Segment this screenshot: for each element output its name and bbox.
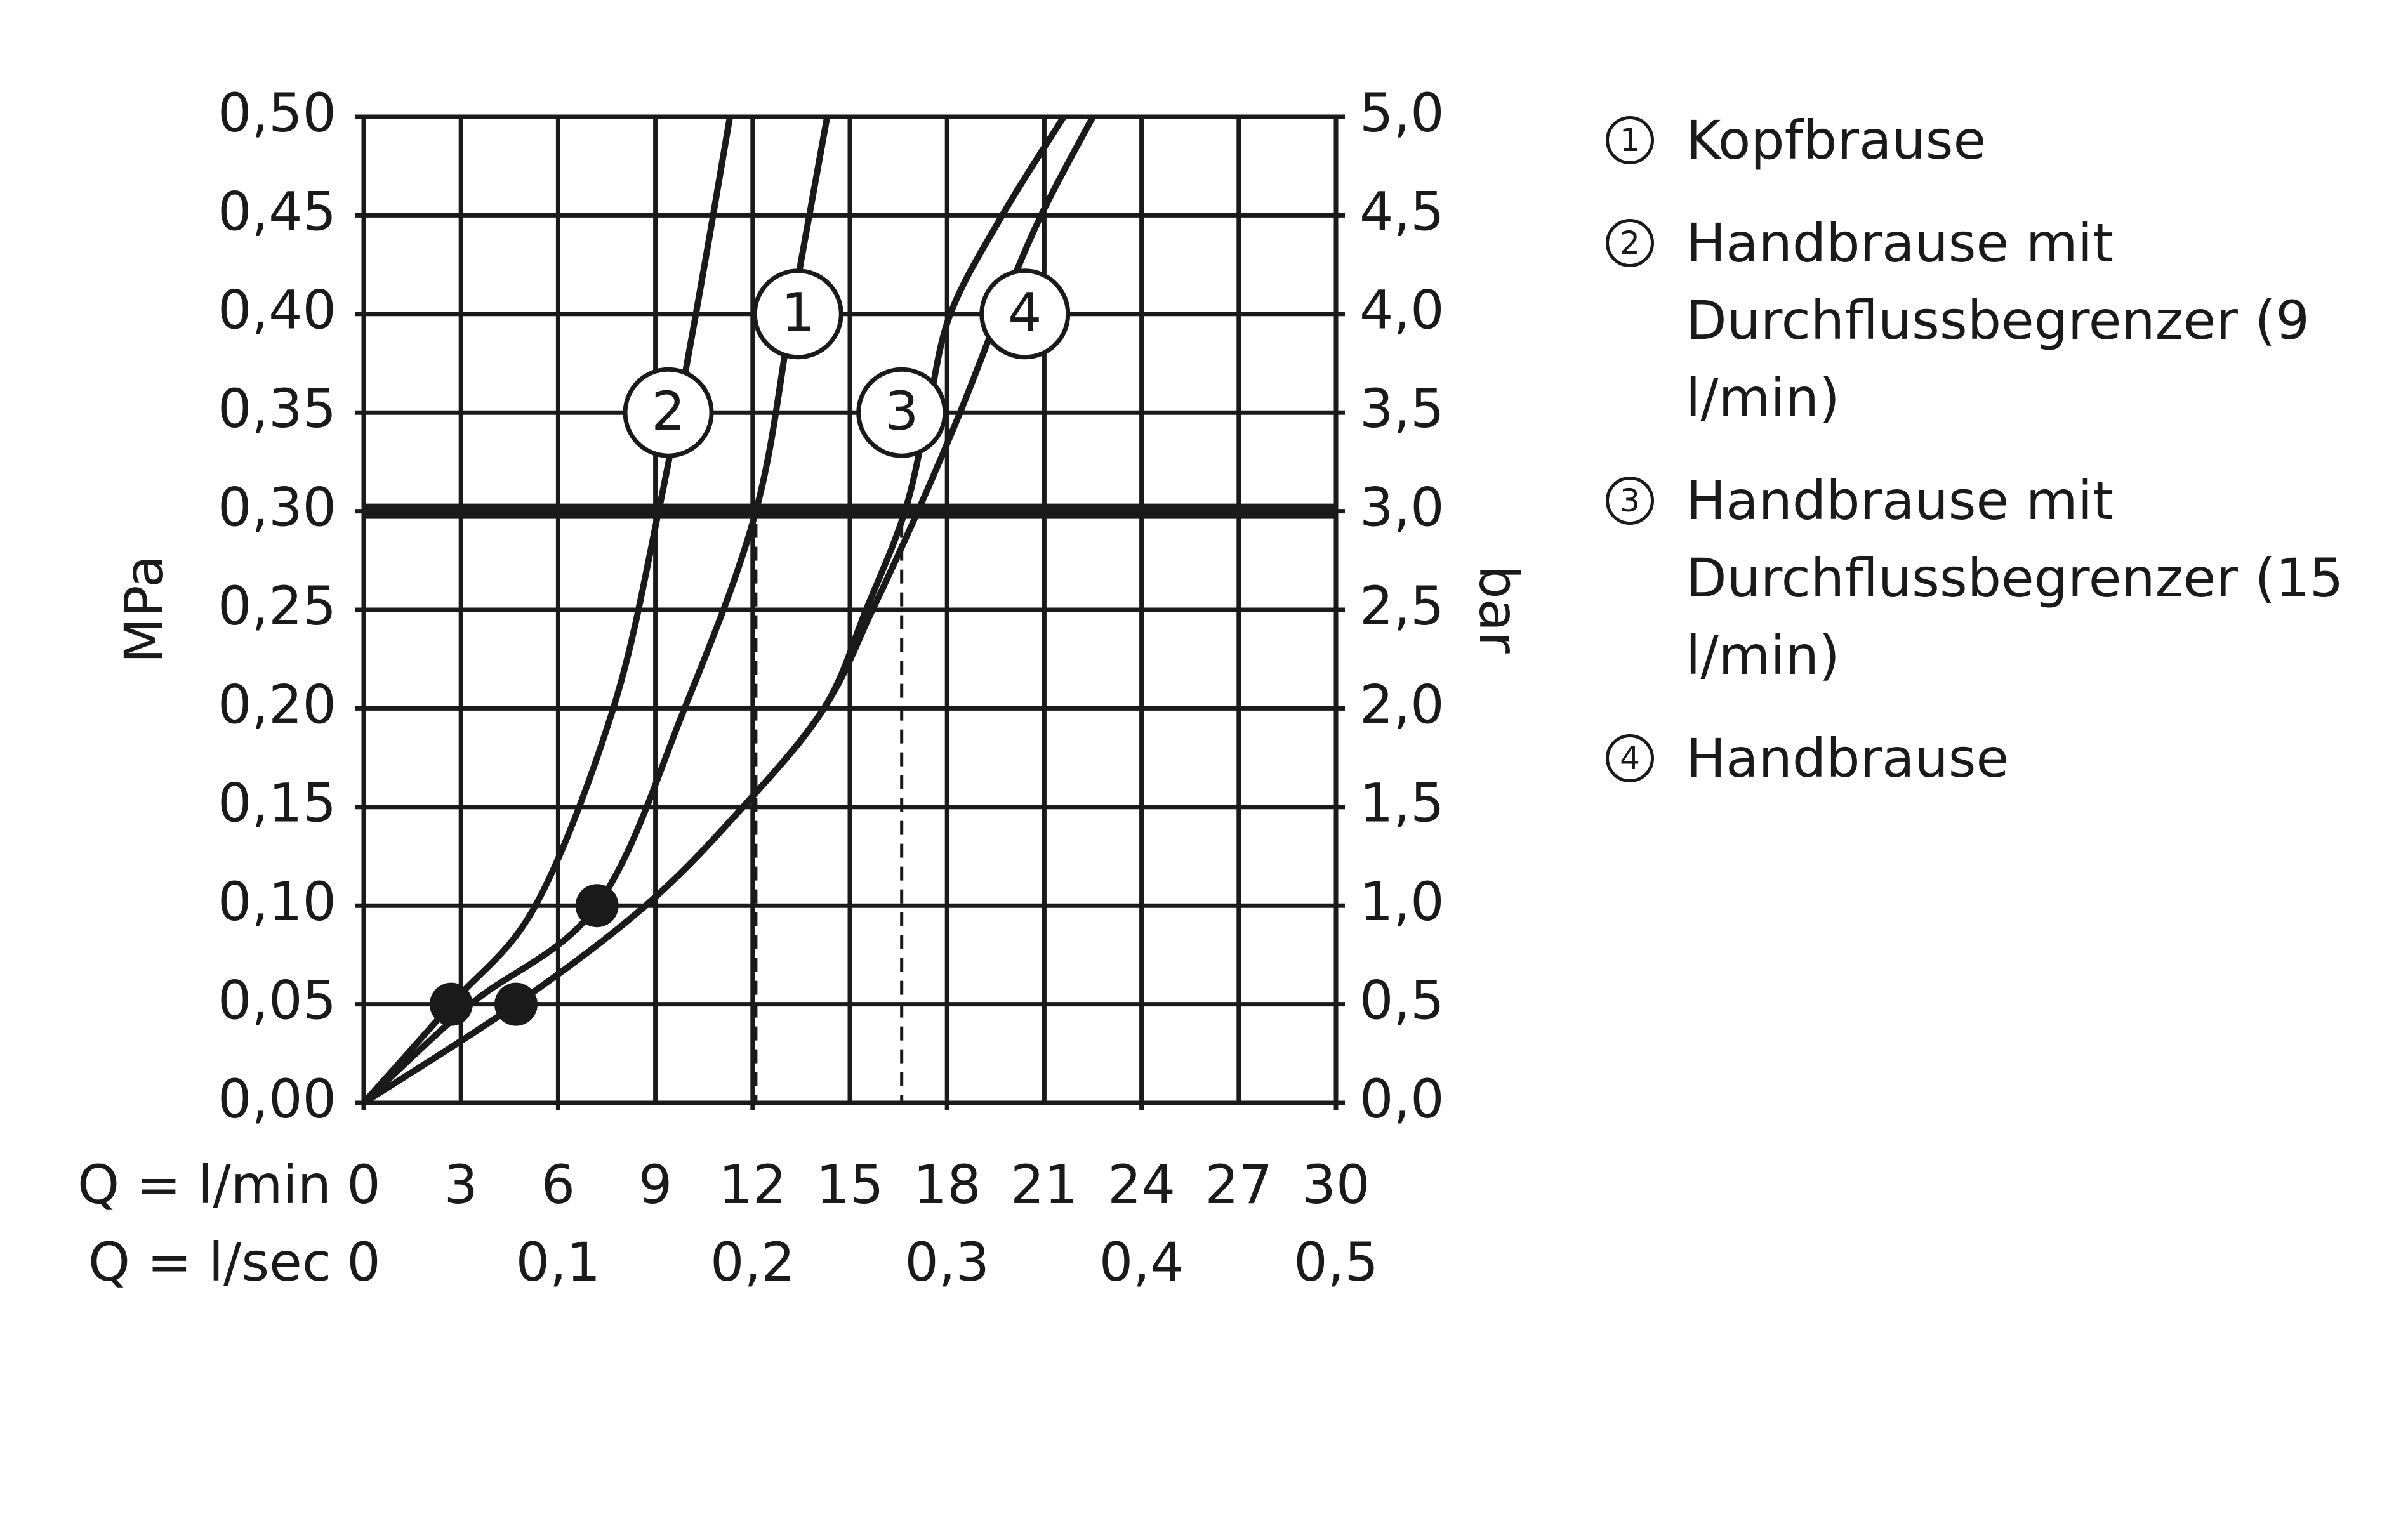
x-tick-label: 6 — [541, 1154, 575, 1216]
curve-callout-label: 2 — [651, 380, 685, 442]
y2-tick-label: 1,5 — [1359, 772, 1445, 834]
x-tick-label: 9 — [638, 1154, 672, 1216]
y2-tick-label: 2,0 — [1359, 673, 1445, 735]
x2-tick-label: 0,5 — [1293, 1231, 1379, 1293]
curve-callout — [623, 367, 714, 458]
x-tick-label: 3 — [444, 1154, 477, 1216]
x-tick-label: 18 — [913, 1154, 981, 1216]
curve-callout — [856, 367, 948, 458]
legend-item: 4 Handbrause — [1606, 720, 2380, 797]
y2-tick-label: 0,5 — [1359, 970, 1445, 1032]
y2-tick-label: 1,0 — [1359, 871, 1445, 933]
curve-dot — [575, 884, 619, 928]
x2-tick-label: 0,3 — [904, 1231, 989, 1293]
x-axis-label: Q = l/min — [77, 1154, 331, 1216]
legend-label: Handbrause — [1686, 727, 2009, 789]
y2-tick-label: 5,0 — [1359, 82, 1445, 144]
y-tick-label: 0,50 — [218, 82, 336, 144]
y2-tick-label: 4,0 — [1359, 279, 1445, 341]
curve-dot — [429, 982, 473, 1026]
y-tick-label: 0,15 — [218, 772, 336, 834]
x-tick-label: 24 — [1108, 1154, 1175, 1216]
legend-label: Kopfbrause — [1686, 109, 1987, 171]
x-tick-label: 21 — [1010, 1154, 1078, 1216]
chart: 0 3 6 9 12 15 18 21 24 27 300 0,1 0,2 0,3 0,4 0,50,000,… — [77, 82, 1530, 1293]
y-axis-label: MPa — [113, 555, 175, 664]
legend-label: Handbrause mit Durchflussbegrenzer (15 l… — [1686, 470, 2344, 687]
y-tick-label: 0,05 — [218, 970, 336, 1032]
curve-callout-label: 4 — [1008, 282, 1042, 344]
y-tick-label: 0,30 — [218, 477, 336, 539]
curve-callout-label: 1 — [781, 282, 815, 344]
y2-tick-label: 3,0 — [1359, 477, 1445, 539]
x2-tick-label: 0 — [347, 1231, 380, 1293]
legend-item: 2 Handbrause mit Durchflussbegrenzer (9 l… — [1606, 204, 2380, 437]
legend-item: 3 Handbrause mit Durchflussbegrenzer (15 … — [1606, 462, 2380, 694]
y-tick-label: 0,10 — [218, 871, 336, 933]
legend-number: 1 — [1606, 116, 1654, 164]
y2-axis-label: bar — [1467, 565, 1530, 654]
x2-axis-label: Q = l/sec — [88, 1231, 331, 1293]
legend-label: Handbrause mit Durchflussbegrenzer (9 l/… — [1686, 212, 2310, 429]
legend-number: 2 — [1606, 219, 1654, 267]
x-tick-label: 0 — [347, 1154, 380, 1216]
x2-tick-label: 0,2 — [710, 1231, 795, 1293]
y-tick-label: 0,00 — [218, 1068, 336, 1130]
y2-tick-label: 4,5 — [1359, 180, 1445, 242]
x-tick-label: 12 — [718, 1154, 786, 1216]
legend-item: 1 Kopfbrause — [1606, 102, 2380, 179]
x-tick-label: 15 — [816, 1154, 884, 1216]
x2-tick-label: 0,1 — [516, 1231, 601, 1293]
legend-number: 4 — [1606, 734, 1654, 782]
x-tick-label: 30 — [1302, 1154, 1370, 1216]
curve-callout — [752, 268, 843, 360]
y-tick-label: 0,20 — [218, 673, 336, 735]
y2-tick-label: 2,5 — [1359, 575, 1445, 637]
x2-tick-label: 0,4 — [1099, 1231, 1184, 1293]
curve-dot — [494, 982, 538, 1026]
y2-tick-label: 3,5 — [1359, 378, 1445, 440]
y2-tick-label: 0,0 — [1359, 1068, 1445, 1130]
curve-callout-label: 3 — [885, 380, 918, 442]
y-tick-label: 0,25 — [218, 575, 336, 637]
curve-callout — [979, 268, 1071, 360]
x-tick-label: 27 — [1205, 1154, 1273, 1216]
y-tick-label: 0,40 — [218, 279, 336, 341]
legend: 1 Kopfbrause 2 Handbrause mit Durchflussbeg… — [1606, 102, 2380, 822]
y-tick-label: 0,45 — [218, 180, 336, 242]
legend-number: 3 — [1606, 477, 1654, 525]
y-tick-label: 0,35 — [218, 378, 336, 440]
